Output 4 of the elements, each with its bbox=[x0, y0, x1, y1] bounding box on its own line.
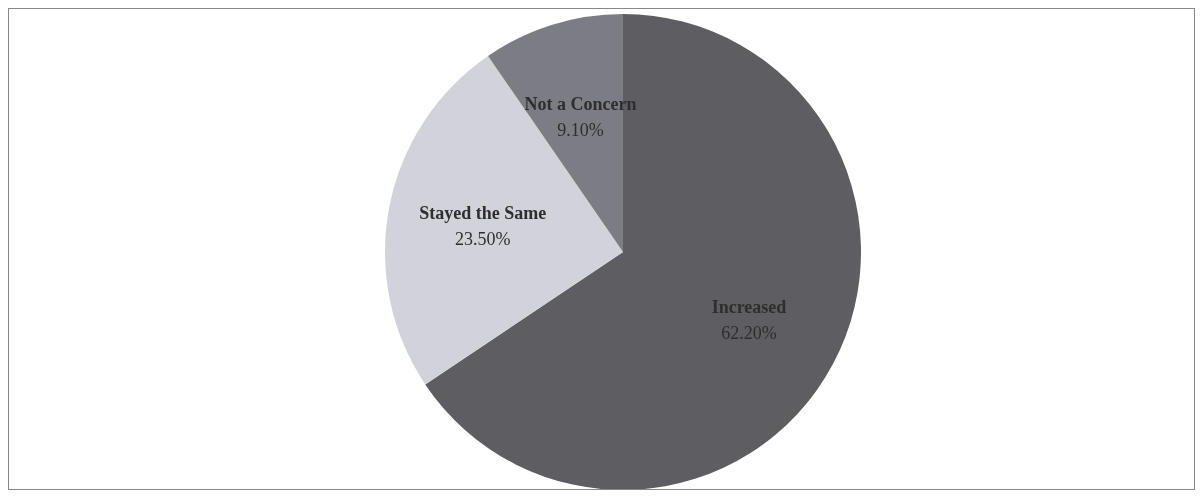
data-label: 23.50% bbox=[454, 229, 511, 250]
data-label: 9.10% bbox=[557, 119, 604, 140]
slice-label: Stayed the Same bbox=[419, 203, 547, 224]
slice-label: Not a Concern bbox=[524, 93, 637, 114]
